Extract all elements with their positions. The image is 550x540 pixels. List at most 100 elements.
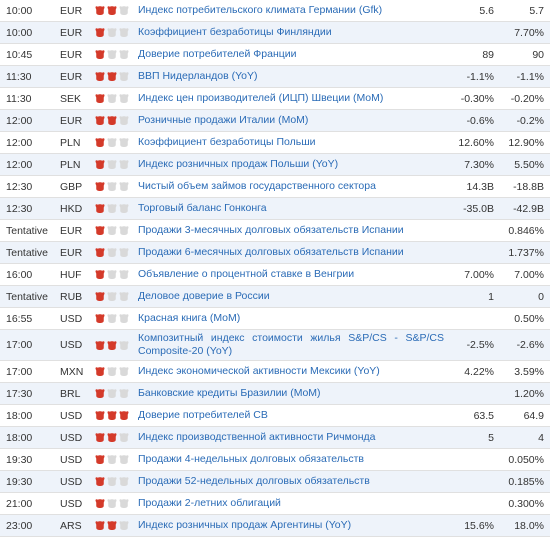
cell-time: Tentative [4,291,60,303]
cell-time: 16:00 [4,269,60,281]
cell-event[interactable]: Индекс розничных продаж Аргентины (YoY) [138,519,450,532]
cell-time: 16:55 [4,313,60,325]
cell-event[interactable]: Продажи 6-месячных долговых обязательств… [138,246,450,259]
cell-currency: USD [60,498,94,510]
cell-importance [94,291,138,302]
cell-importance [94,366,138,377]
cell-event[interactable]: Индекс розничных продаж Польши (YoY) [138,158,450,171]
cell-event[interactable]: Чистый объем займов государственного сек… [138,180,450,193]
cell-event[interactable]: Коэффициент безработицы Польши [138,136,450,149]
cell-event[interactable]: Банковские кредиты Бразилии (MoM) [138,387,450,400]
cell-event[interactable]: Розничные продажи Италии (MoM) [138,114,450,127]
cell-importance [94,159,138,170]
table-row: TentativeRUBДеловое доверие в России10 [0,286,550,308]
bull-icon [118,454,130,465]
bull-icon [106,137,118,148]
cell-event[interactable]: Индекс производственной активности Ричмо… [138,431,450,444]
cell-time: Tentative [4,247,60,259]
cell-event[interactable]: Продажи 4-недельных долговых обязательст… [138,453,450,466]
cell-time: 17:00 [4,339,60,351]
cell-event[interactable]: Доверие потребителей CB [138,409,450,422]
table-row: 17:30BRLБанковские кредиты Бразилии (MoM… [0,383,550,405]
cell-currency: PLN [60,159,94,171]
table-row: 19:30USDПродажи 4-недельных долговых обя… [0,449,550,471]
cell-forecast: 5 [450,432,498,444]
bull-icon [94,476,106,487]
cell-event[interactable]: ВВП Нидерландов (YoY) [138,70,450,83]
cell-currency: EUR [60,49,94,61]
bull-icon [106,27,118,38]
cell-previous: 1.20% [498,388,546,400]
cell-currency: MXN [60,366,94,378]
bull-icon [106,203,118,214]
bull-icon [118,388,130,399]
table-row: 12:30GBPЧистый объем займов государствен… [0,176,550,198]
bull-icon [106,93,118,104]
cell-importance [94,93,138,104]
cell-forecast: 7.00% [450,269,498,281]
cell-currency: USD [60,476,94,488]
cell-time: 11:30 [4,71,60,83]
cell-time: 17:30 [4,388,60,400]
table-row: 23:00ARSИндекс розничных продаж Аргентин… [0,515,550,537]
cell-previous: 7.70% [498,27,546,39]
cell-forecast: 15.6% [450,520,498,532]
cell-currency: USD [60,410,94,422]
table-row: 10:45EURДоверие потребителей Франции8990 [0,44,550,66]
cell-time: 10:45 [4,49,60,61]
cell-previous: -0.2% [498,115,546,127]
cell-event[interactable]: Торговый баланс Гонконга [138,202,450,215]
cell-event[interactable]: Индекс экономической активности Мексики … [138,365,450,378]
bull-icon [94,137,106,148]
cell-importance [94,454,138,465]
cell-previous: 18.0% [498,520,546,532]
cell-event[interactable]: Композитный индекс стоимости жилья S&P/C… [138,332,450,358]
cell-currency: PLN [60,137,94,149]
cell-event[interactable]: Коэффициент безработицы Финляндии [138,26,450,39]
table-row: 17:00USDКомпозитный индекс стоимости жил… [0,330,550,361]
cell-importance [94,225,138,236]
cell-event[interactable]: Доверие потребителей Франции [138,48,450,61]
table-row: 10:00EURКоэффициент безработицы Финлянди… [0,22,550,44]
bull-icon [106,410,118,421]
cell-time: 10:00 [4,27,60,39]
cell-previous: -1.1% [498,71,546,83]
cell-currency: HUF [60,269,94,281]
cell-event[interactable]: Деловое доверие в России [138,290,450,303]
bull-icon [118,49,130,60]
cell-event[interactable]: Индекс цен производителей (ИЦП) Швеции (… [138,92,450,105]
bull-icon [106,366,118,377]
bull-icon [118,181,130,192]
bull-icon [106,49,118,60]
bull-icon [106,498,118,509]
cell-forecast: 1 [450,291,498,303]
bull-icon [94,159,106,170]
cell-importance [94,137,138,148]
cell-currency: EUR [60,115,94,127]
cell-event[interactable]: Продажи 2-летних облигаций [138,497,450,510]
cell-currency: EUR [60,5,94,17]
cell-previous: 1.737% [498,247,546,259]
cell-currency: HKD [60,203,94,215]
cell-time: Tentative [4,225,60,237]
cell-time: 21:00 [4,498,60,510]
cell-importance [94,71,138,82]
cell-time: 19:30 [4,476,60,488]
table-row: 21:00USD Продажи 2-летних облигаций 0.300% [0,493,550,515]
cell-importance [94,27,138,38]
bull-icon [94,225,106,236]
cell-currency: EUR [60,225,94,237]
cell-event[interactable]: Продажи 3-месячных долговых обязательств… [138,224,450,237]
cell-event[interactable]: Индекс потребительского климата Германии… [138,4,450,17]
bull-icon [94,520,106,531]
cell-event[interactable]: Объявление о процентной ставке в Венгрии [138,268,450,281]
bull-icon [106,115,118,126]
cell-importance [94,476,138,487]
cell-forecast: 5.6 [450,5,498,17]
cell-time: 12:00 [4,137,60,149]
bull-icon [106,247,118,258]
cell-event[interactable]: Красная книга (MoM) [138,312,450,325]
cell-event[interactable]: Продажи 52-недельных долговых обязательс… [138,475,450,488]
bull-icon [118,225,130,236]
cell-previous: 0.300% [498,498,546,510]
